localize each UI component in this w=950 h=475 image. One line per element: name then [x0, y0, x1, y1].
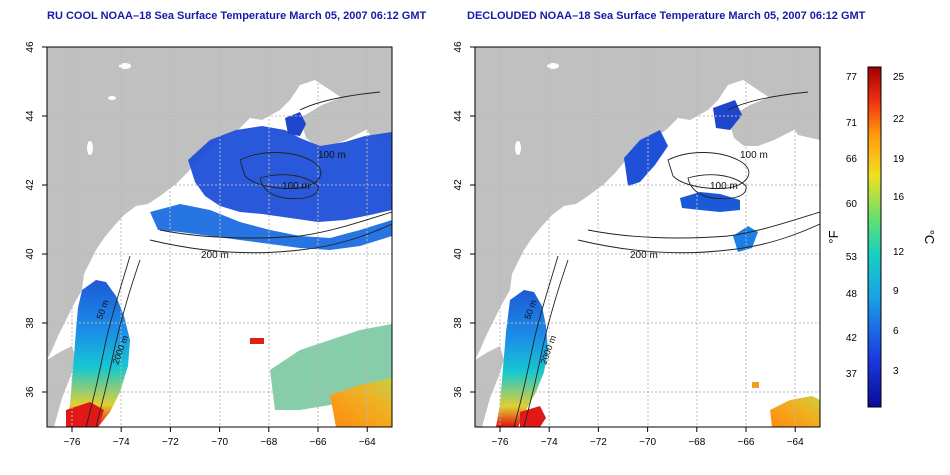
coastal-land-south: [475, 346, 504, 427]
colorbar-c-tick: 12: [893, 247, 905, 258]
x-tick-label: −70: [211, 437, 228, 448]
lake: [515, 141, 521, 155]
panel-title-declouded: DECLOUDED NOAA–18 Sea Surface Temperatur…: [467, 10, 866, 22]
x-tick-label: −72: [590, 437, 607, 448]
contour-label: 200 m: [201, 250, 229, 261]
y-tick-label: 38: [453, 317, 464, 329]
y-tick-label: 46: [453, 41, 464, 53]
colorbar-f-tick: 53: [846, 252, 858, 263]
sst-gulf-of-maine: [624, 130, 668, 186]
axes-raw: −76 −74 −72 −70 −68 −66 −64 46 44 42 40 38 36: [25, 41, 376, 448]
y-tick-label: 44: [453, 110, 464, 122]
y-tick-label: 42: [25, 179, 36, 191]
x-tick-label: −68: [688, 437, 705, 448]
land-mass: [475, 47, 820, 360]
lake: [87, 141, 93, 155]
x-tick-label: −64: [787, 437, 804, 448]
y-tick-label: 40: [453, 248, 464, 260]
contour-label: 100 m: [282, 181, 310, 192]
x-tick-label: −64: [359, 437, 376, 448]
x-tick-label: −70: [639, 437, 656, 448]
sst-speck: [250, 338, 264, 344]
sst-shelf-blue: [150, 204, 392, 250]
colorbar-c-tick: 16: [893, 192, 905, 203]
colorbar-c-tick: 25: [893, 72, 905, 83]
sst-gulf-of-maine: [188, 126, 392, 222]
sst-speck: [752, 382, 759, 388]
colorbar-f-tick: 66: [846, 154, 858, 165]
x-tick-label: −68: [260, 437, 277, 448]
colorbar-c-tick: 22: [893, 114, 905, 125]
colorbar-ticks: 77 71 66 60 53 48 42 37 25 22 19 16 12 9 6 3: [846, 72, 905, 380]
contour-label: 200 m: [630, 250, 658, 261]
map-panel-declouded: [474, 46, 821, 428]
colorbar-f-tick: 77: [846, 72, 858, 83]
colorbar-c-tick: 9: [893, 286, 899, 297]
colorbar-f-tick: 37: [846, 369, 858, 380]
colorbar-f-tick: 60: [846, 199, 858, 210]
sst-nova-scotia-patch: [713, 100, 742, 130]
lake: [108, 96, 116, 100]
sst-shelf-south: [496, 290, 548, 427]
bathymetry-contours: [513, 91, 820, 427]
colorbar-c-tick: 3: [893, 366, 899, 377]
axes-declouded: −76 −74 −72 −70 −68 −66 −64 46 44 42 40 38 36: [453, 41, 804, 448]
colorbar-f-tick: 42: [846, 333, 858, 344]
y-tick-label: 36: [453, 386, 464, 398]
y-tick-label: 38: [25, 317, 36, 329]
sst-georges-bank: [680, 192, 740, 212]
colorbar-c-tick: 19: [893, 154, 905, 165]
sst-offshore-warm: [330, 378, 392, 427]
y-tick-label: 42: [453, 179, 464, 191]
x-tick-label: −66: [310, 437, 327, 448]
y-tick-label: 44: [25, 110, 36, 122]
lake: [119, 63, 131, 69]
x-tick-label: −74: [541, 437, 558, 448]
contour-label: 100 m: [710, 181, 738, 192]
x-tick-label: −74: [113, 437, 130, 448]
y-tick-label: 40: [25, 248, 36, 260]
sst-warm-core: [66, 402, 104, 427]
y-tick-label: 36: [25, 386, 36, 398]
sst-shelf-south: [66, 280, 130, 427]
colorbar-f-tick: 48: [846, 289, 858, 300]
contour-label: 100 m: [740, 150, 768, 161]
lake: [547, 63, 559, 69]
colorbar-c-label: °C: [922, 230, 937, 245]
x-tick-label: −76: [492, 437, 509, 448]
sst-nova-scotia-patch: [285, 112, 306, 136]
coastal-land-south: [47, 346, 76, 427]
colorbar-gradient: [867, 66, 882, 408]
y-tick-label: 46: [25, 41, 36, 53]
colorbar: 77 71 66 60 53 48 42 37 25 22 19 16 12 9 6 3 °F °C: [826, 66, 937, 408]
map-panel-raw: [46, 46, 393, 428]
contour-label: 100 m: [318, 150, 346, 161]
colorbar-c-tick: 6: [893, 326, 899, 337]
bathymetry-contours: [85, 91, 392, 427]
x-tick-label: −76: [64, 437, 81, 448]
colorbar-f-tick: 71: [846, 118, 858, 129]
x-tick-label: −72: [162, 437, 179, 448]
x-tick-label: −66: [738, 437, 755, 448]
land-mass: [47, 47, 392, 360]
colorbar-f-label: °F: [826, 230, 841, 243]
panel-title-raw: RU COOL NOAA–18 Sea Surface Temperature …: [47, 10, 427, 22]
sst-warm-core: [520, 406, 546, 427]
